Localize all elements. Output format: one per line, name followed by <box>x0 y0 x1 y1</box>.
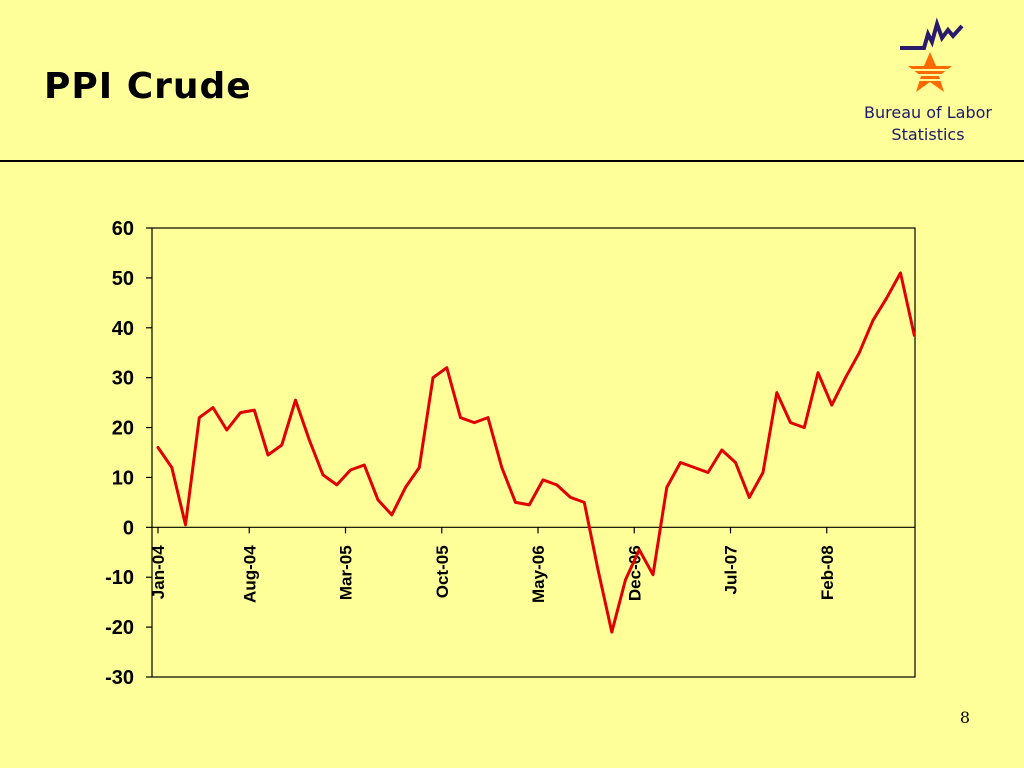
x-tick-label: Oct-05 <box>433 545 452 598</box>
logo-chart-line <box>900 17 964 50</box>
x-tick-label: Mar-05 <box>337 545 356 600</box>
x-tick-label: Jul-07 <box>722 545 741 594</box>
organization-line-1: Bureau of Labor <box>864 103 992 122</box>
y-tick-label: -30 <box>105 667 134 689</box>
y-tick-label: 60 <box>112 218 134 240</box>
y-tick-label: 40 <box>112 318 134 340</box>
y-tick-label: 50 <box>112 268 134 290</box>
x-tick-label: Dec-06 <box>625 545 644 601</box>
header-divider <box>0 160 1024 162</box>
y-tick-label: -20 <box>105 617 134 639</box>
y-tick-label: 0 <box>123 517 134 539</box>
organization-name: Bureau of Labor Statistics <box>840 102 1016 146</box>
x-tick-label: Aug-04 <box>240 545 259 603</box>
logo-star <box>904 52 956 92</box>
slide-title: PPI Crude <box>44 66 252 107</box>
y-tick-label: 30 <box>112 368 134 390</box>
x-tick-label: Feb-08 <box>818 545 837 600</box>
y-tick-label: -10 <box>105 567 134 589</box>
x-tick-label: May-06 <box>529 545 548 603</box>
series-line <box>156 271 916 634</box>
organization-line-2: Statistics <box>891 125 965 144</box>
y-tick-label: 10 <box>112 467 134 489</box>
y-tick-label: 20 <box>112 418 134 440</box>
plot-area <box>151 227 916 678</box>
bls-logo-icon <box>900 17 964 92</box>
x-tick-label: Jan-04 <box>149 545 168 599</box>
page-number: 8 <box>959 708 970 727</box>
